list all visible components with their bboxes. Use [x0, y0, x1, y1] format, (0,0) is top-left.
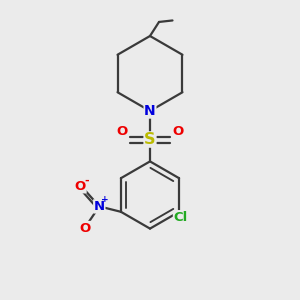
Text: O: O	[80, 221, 91, 235]
Text: +: +	[101, 195, 109, 204]
Text: N: N	[144, 104, 156, 118]
Text: S: S	[144, 132, 156, 147]
Text: N: N	[94, 200, 105, 213]
Text: O: O	[172, 124, 184, 138]
Text: O: O	[116, 124, 128, 138]
Text: Cl: Cl	[173, 211, 188, 224]
Text: O: O	[75, 180, 86, 193]
Text: -: -	[85, 175, 89, 185]
